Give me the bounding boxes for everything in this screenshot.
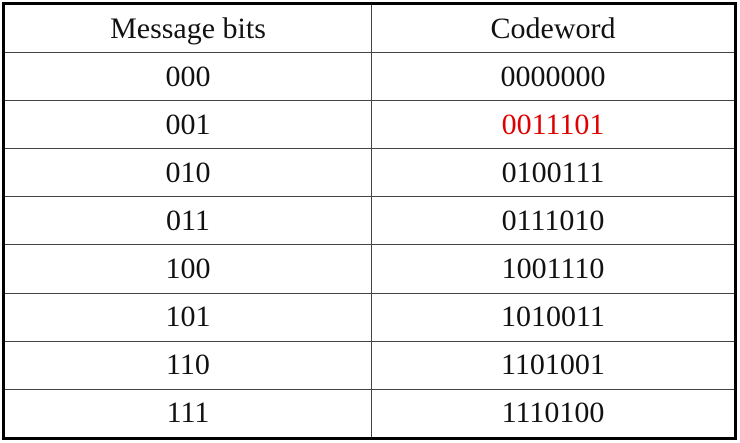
table-cell: 1110100 xyxy=(371,388,736,440)
header-cell: Codeword xyxy=(371,3,736,53)
table-cell: 010 xyxy=(3,148,372,198)
table-cell: 100 xyxy=(3,244,372,294)
table-row: 000 0000000 xyxy=(3,51,736,102)
table-cell: 101 xyxy=(3,292,372,342)
table-cell: 000 xyxy=(3,51,372,102)
table-row: 100 1001110 xyxy=(3,244,736,294)
table-row: 110 1101001 xyxy=(3,340,736,390)
table-cell: 0111010 xyxy=(371,196,736,246)
table-cell: 0000000 xyxy=(371,51,736,102)
table-cell: 011 xyxy=(3,196,372,246)
highlighted-cell: 0011101 xyxy=(371,100,736,150)
header-row: Message bits Codeword xyxy=(3,3,736,53)
table-row: 001 0011101 xyxy=(3,100,736,150)
table-cell: 001 xyxy=(3,100,372,150)
table-body: 000 0000000 001 0011101 010 0100111 011 0111010… xyxy=(3,51,736,440)
table-cell: 111 xyxy=(3,388,372,440)
table-cell: 0100111 xyxy=(371,148,736,198)
table-cell: 1010011 xyxy=(371,292,736,342)
table-row: 010 0100111 xyxy=(3,148,736,198)
header-cell: Message bits xyxy=(3,3,372,53)
table-cell: 110 xyxy=(3,340,372,390)
table-row: 111 1110100 xyxy=(3,388,736,440)
table-row: 011 0111010 xyxy=(3,196,736,246)
table-cell: 1001110 xyxy=(371,244,736,294)
table-row: 101 1010011 xyxy=(3,292,736,342)
table-cell: 1101001 xyxy=(371,340,736,390)
